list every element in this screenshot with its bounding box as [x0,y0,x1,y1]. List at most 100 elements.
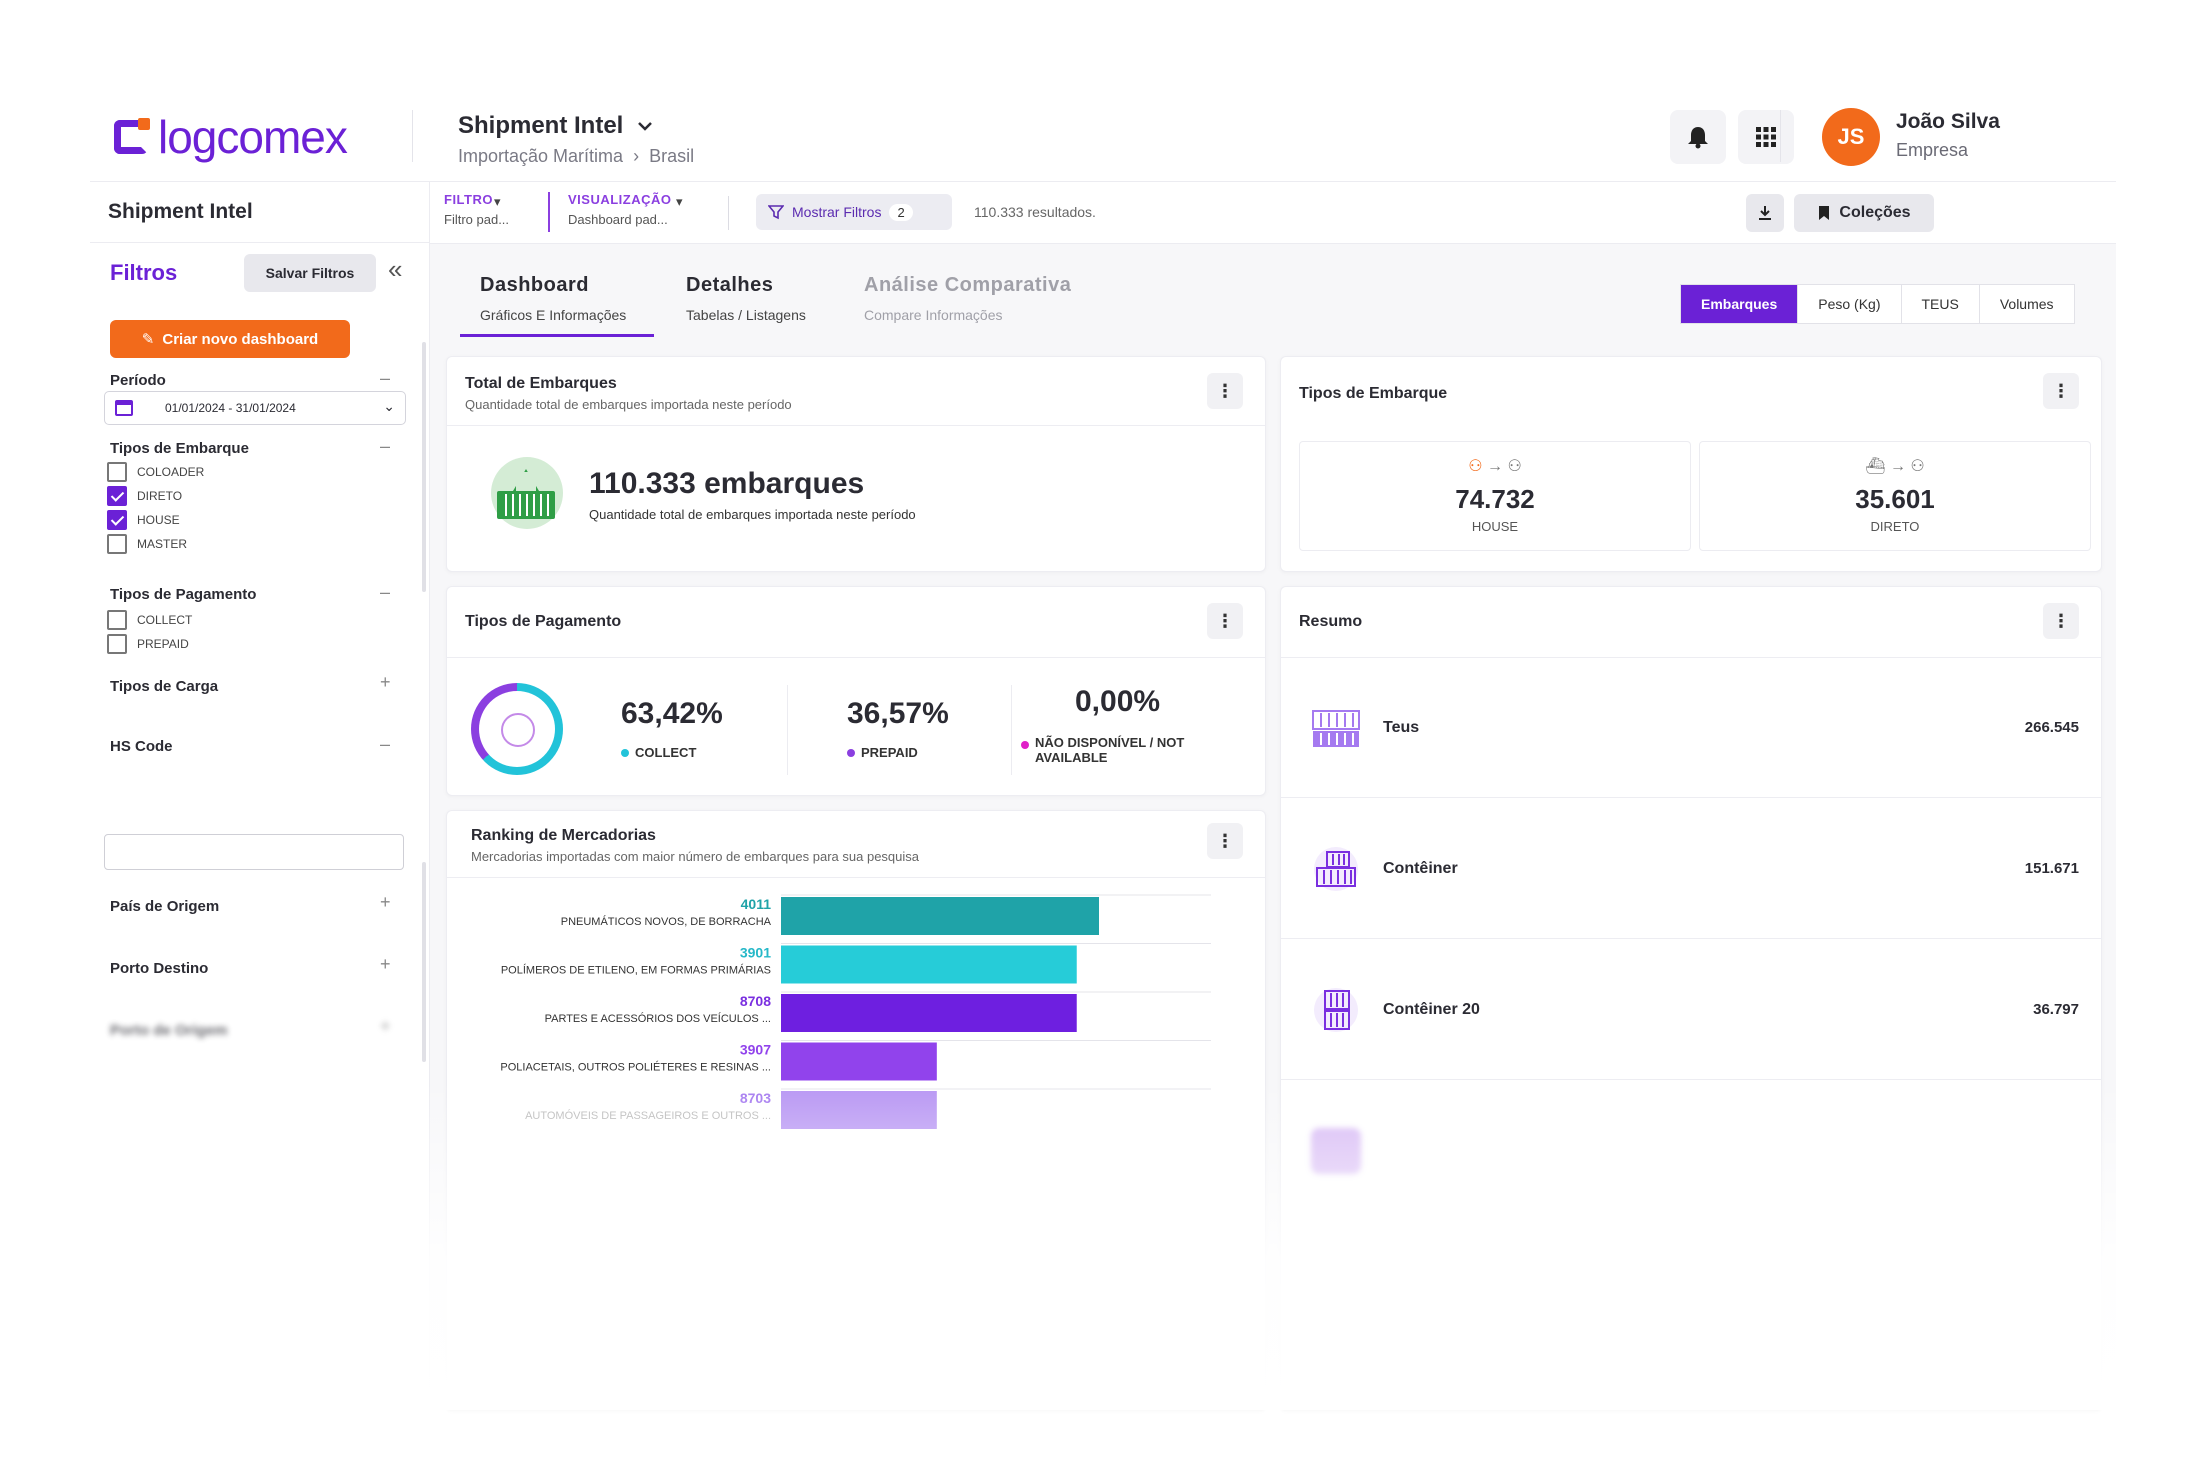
checkbox-box[interactable] [107,610,127,630]
user-info[interactable]: João Silva Empresa [1896,110,2000,161]
section-hs-code[interactable]: HS Code [110,738,173,755]
section-period[interactable]: Período [110,372,166,389]
section-porto-destino[interactable]: Porto Destino [110,960,209,977]
tab-detalhes[interactable]: Detalhes Tabelas / Listagens [686,274,806,323]
direto-box: ⛴ → ⚇ 35.601 DIRETO [1699,441,2091,551]
more-options-icon[interactable]: ⋮ [1207,603,1243,639]
download-button[interactable] [1746,194,1784,232]
filter-preset-value[interactable]: Filtro pad... [444,212,510,227]
na-label-line: AVAILABLE [1035,750,1108,765]
checkbox-label: HOUSE [137,513,180,527]
pencil-icon: ✎ [141,331,155,348]
collapse-sidebar-icon[interactable]: « [388,254,403,284]
caret-down-icon[interactable]: ▾ [494,194,502,209]
product-title: Shipment Intel [458,112,624,139]
filters-count-badge: 2 [889,203,913,221]
breadcrumb-item: Brasil [649,146,695,166]
legend-dot [847,748,855,757]
create-dashboard-button[interactable]: ✎ Criar novo dashboard [110,320,350,358]
checkbox-prepaid[interactable]: PREPAID [107,634,189,654]
logo-icon [114,118,150,154]
chart-category-code: 8703 [740,1090,771,1106]
tab-title: Análise Comparativa [864,274,1072,296]
checkbox-direto[interactable]: DIRETO [107,486,182,506]
section-tipos-embarque[interactable]: Tipos de Embarque [110,440,249,457]
hs-code-input[interactable] [104,834,404,870]
checkbox-collect[interactable]: COLLECT [107,610,192,630]
resumo-value: 36.797 [2033,1001,2079,1018]
checkbox-box[interactable] [107,534,127,554]
caret-down-icon[interactable]: ▾ [676,194,684,209]
expand-plus-icon[interactable]: + [380,1016,391,1036]
more-options-icon[interactable]: ⋮ [2043,373,2079,409]
sidebar-scrollbar[interactable] [422,342,426,592]
metric-switcher: Embarques Peso (Kg) TEUS Volumes [1680,284,2075,324]
total-embarques-card: Total de Embarques Quantidade total de e… [446,356,1266,572]
sidebar-scrollbar[interactable] [422,862,426,1062]
section-pais-origem[interactable]: País de Origem [110,898,220,915]
checkbox-label: MASTER [137,537,188,551]
app-header: logcomex Shipment Intel Importação Marít… [90,90,2116,182]
notifications-button[interactable] [1670,110,1726,164]
tab-analise-comparativa[interactable]: Análise Comparativa Compare Informações [864,274,1071,323]
checkbox-master[interactable]: MASTER [107,534,187,554]
filter-preset-label[interactable]: FILTRO [444,192,493,207]
checkbox-label: COLLECT [137,613,193,627]
legend-label: NÃO DISPONÍVEL / NOT AVAILABLE [1035,735,1184,765]
checkbox-house[interactable]: HOUSE [107,510,180,530]
chart-bar[interactable] [781,945,1077,984]
bell-icon [1688,127,1708,149]
collapse-minus-icon[interactable]: – [380,582,391,602]
card-title: Ranking de Mercadorias [471,827,656,844]
avatar[interactable]: JS [1822,108,1880,166]
logo[interactable]: logcomex [114,110,348,164]
view-preset-label[interactable]: VISUALIZAÇÃO [568,192,672,207]
checkbox-box[interactable] [107,634,127,654]
more-options-icon[interactable]: ⋮ [1207,373,1243,409]
checkbox-coloader[interactable]: COLOADER [107,462,204,482]
chart-bar[interactable] [781,897,1099,935]
divider [447,877,1265,878]
legend-dot [621,748,629,757]
period-value: 01/01/2024 - 31/01/2024 [165,401,296,415]
na-label-line: NÃO DISPONÍVEL / NOT [1035,735,1185,750]
show-filters-button[interactable]: Mostrar Filtros 2 [756,194,952,230]
tab-dashboard[interactable]: Dashboard Gráficos E Informações [480,274,626,323]
metric-teus[interactable]: TEUS [1902,285,1980,323]
metric-embarques[interactable]: Embarques [1681,285,1799,323]
sidebar-title: Shipment Intel [108,200,253,223]
chart-bar[interactable] [781,1042,937,1081]
teus-icon [1312,710,1360,747]
payment-donut-chart [471,683,563,775]
checkbox-box[interactable] [107,510,127,530]
more-options-icon[interactable]: ⋮ [2043,603,2079,639]
section-porto-origem[interactable]: Porto de Origem [110,1022,228,1039]
section-tipos-pagamento[interactable]: Tipos de Pagamento [110,586,257,603]
card-title: Resumo [1299,613,1363,630]
collections-button[interactable]: Coleções [1794,194,1934,232]
expand-plus-icon[interactable]: + [380,892,391,912]
expand-plus-icon[interactable]: + [380,954,391,974]
more-options-icon[interactable]: ⋮ [1207,823,1243,859]
product-selector[interactable]: Shipment Intel Importação Marítima › Bra… [458,112,694,167]
chart-bar[interactable] [781,994,1077,1032]
checkbox-box[interactable] [107,486,127,506]
container-icon [1311,1128,1361,1174]
resumo-row-teus: Teus 266.545 [1281,657,2101,798]
chart-bar[interactable] [781,1091,937,1129]
header-divider [1780,110,1781,162]
metric-volumes[interactable]: Volumes [1999,296,2054,312]
section-tipos-carga[interactable]: Tipos de Carga [110,678,219,695]
collapse-minus-icon[interactable]: – [380,368,391,388]
collapse-minus-icon[interactable]: – [380,436,391,456]
collect-legend: COLLECT [621,745,696,760]
metric-peso[interactable]: Peso (Kg) [1798,285,1902,323]
checkbox-box[interactable] [107,462,127,482]
apps-button[interactable] [1738,110,1794,164]
period-select[interactable]: 01/01/2024 - 31/01/2024 ⌄ [104,391,406,425]
save-filters-button[interactable]: Salvar Filtros [244,254,376,292]
expand-plus-icon[interactable]: + [380,672,391,692]
view-preset-value[interactable]: Dashboard pad... [568,212,668,227]
tipos-pagamento-card: Tipos de Pagamento ⋮ 63,42% COLLECT 36,5… [446,586,1266,796]
collapse-minus-icon[interactable]: – [380,734,391,754]
